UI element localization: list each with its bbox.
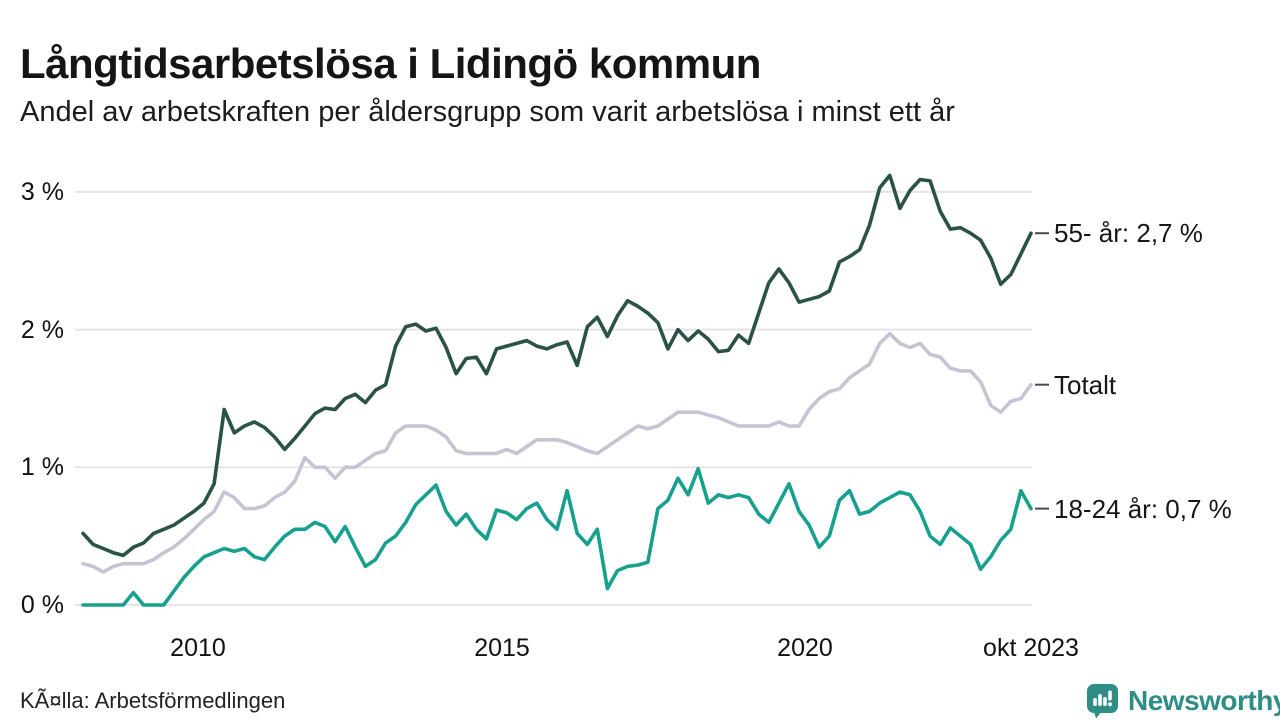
x-tick-label: okt 2023 <box>983 634 1079 662</box>
x-tick-label: 2020 <box>777 634 833 662</box>
y-tick-label: 2 % <box>20 315 64 344</box>
newsworthy-logo-text: Newsworthy <box>1128 685 1280 716</box>
page-subtitle: Andel av arbetskraften per åldersgrupp s… <box>20 96 955 128</box>
series-end-label-totalt: Totalt <box>1054 369 1117 400</box>
newsworthy-logo: Newsworthy <box>1086 683 1280 719</box>
source-note: KÃ¤lla: Arbetsförmedlingen <box>20 688 286 713</box>
x-tick-label: 2015 <box>474 634 530 662</box>
y-tick-label: 0 % <box>20 591 64 619</box>
page-title: Långtidsarbetslösa i Lidingö kommun <box>20 40 761 88</box>
y-tick-label: 3 % <box>20 177 64 206</box>
newsworthy-logo-icon <box>1087 684 1118 719</box>
series-end-label-18-24-r: 18-24 år: 0,7 % <box>1054 493 1232 524</box>
y-tick-label: 1 % <box>20 453 64 482</box>
series-line-18-24-r <box>81 466 1033 607</box>
x-tick-label: 2010 <box>170 634 226 662</box>
series-end-label-55-r: 55- år: 2,7 % <box>1054 218 1203 249</box>
series-line-totalt <box>81 331 1033 574</box>
series-line-55-r <box>81 173 1033 558</box>
